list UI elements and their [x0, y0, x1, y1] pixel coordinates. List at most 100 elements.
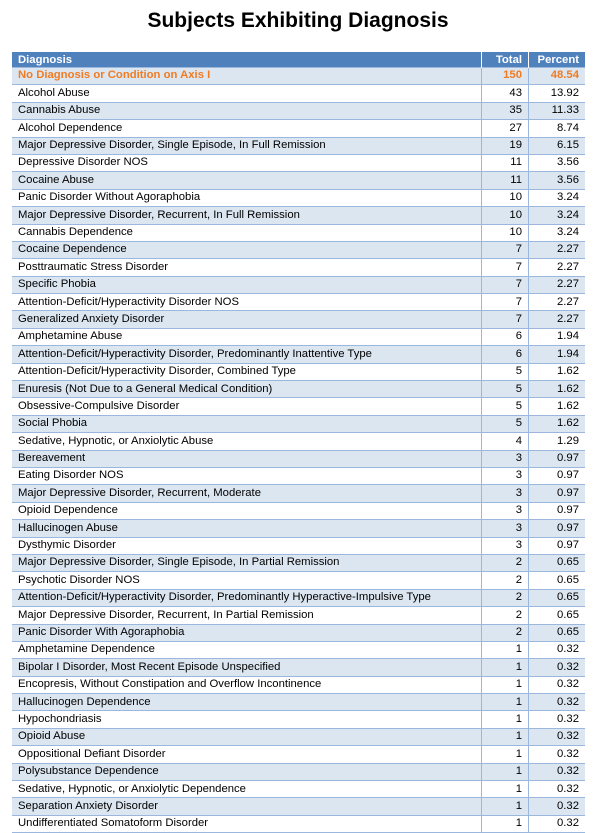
cell-percent: 2.27	[528, 293, 585, 311]
cell-total: 7	[481, 310, 529, 329]
page-title: Subjects Exhibiting Diagnosis	[147, 9, 449, 32]
cell-percent: 0.97	[528, 466, 585, 485]
table-row: Undifferentiated Somatoform Disorder 1 0.3…	[12, 814, 585, 833]
cell-percent: 0.65	[528, 553, 585, 572]
cell-diagnosis: Specific Phobia	[12, 275, 482, 294]
cell-diagnosis: Cannabis Abuse	[12, 101, 482, 120]
cell-total: 43	[481, 84, 529, 103]
table-row: Cocaine Abuse 11 3.56	[12, 171, 585, 190]
cell-diagnosis: Polysubstance Dependence	[12, 762, 482, 781]
cell-diagnosis: Major Depressive Disorder, Recurrent, Mo…	[12, 484, 482, 503]
table-body: No Diagnosis or Condition on Axis I 150 48…	[12, 66, 585, 833]
table-row: Attention-Deficit/Hyperactivity Disorder…	[12, 362, 585, 381]
cell-diagnosis: Opioid Dependence	[12, 501, 482, 520]
cell-percent: 0.32	[528, 675, 585, 694]
cell-total: 5	[481, 414, 529, 433]
cell-percent: 0.97	[528, 536, 585, 555]
cell-total: 10	[481, 206, 529, 225]
cell-diagnosis: Sedative, Hypnotic, or Anxiolytic Abuse	[12, 432, 482, 451]
cell-percent: 13.92	[528, 84, 585, 103]
cell-diagnosis: Sedative, Hypnotic, or Anxiolytic Depend…	[12, 780, 482, 798]
table-row: Amphetamine Dependence 1 0.32	[12, 640, 585, 659]
column-header-total: Total	[481, 52, 529, 68]
table-row: Opioid Dependence 3 0.97	[12, 501, 585, 520]
table-row: Dysthymic Disorder 3 0.97	[12, 536, 585, 555]
cell-percent: 0.65	[528, 588, 585, 607]
table-row: Psychotic Disorder NOS 2 0.65	[12, 571, 585, 590]
cell-percent: 2.27	[528, 258, 585, 277]
cell-total: 6	[481, 327, 529, 346]
table-row: Sedative, Hypnotic, or Anxiolytic Abuse 4…	[12, 432, 585, 451]
table-row: Sedative, Hypnotic, or Anxiolytic Depend…	[12, 780, 585, 798]
cell-percent: 48.54	[528, 66, 585, 85]
cell-diagnosis: Separation Anxiety Disorder	[12, 797, 482, 816]
cell-total: 2	[481, 588, 529, 607]
cell-total: 150	[481, 66, 529, 85]
cell-diagnosis: Attention-Deficit/Hyperactivity Disorder…	[12, 345, 482, 364]
cell-percent: 2.27	[528, 310, 585, 329]
cell-percent: 3.24	[528, 188, 585, 207]
table-row: Oppositional Defiant Disorder 1 0.32	[12, 745, 585, 764]
cell-total: 1	[481, 640, 529, 659]
cell-total: 1	[481, 675, 529, 694]
table-row: Encopresis, Without Constipation and Ove…	[12, 675, 585, 694]
table-row: Generalized Anxiety Disorder 7 2.27	[12, 310, 585, 329]
table-header: Diagnosis Total Percent	[12, 52, 585, 68]
table-row: Major Depressive Disorder, Single Episod…	[12, 136, 585, 155]
cell-percent: 0.97	[528, 519, 585, 538]
cell-diagnosis: Alcohol Abuse	[12, 84, 482, 103]
cell-total: 7	[481, 240, 529, 259]
cell-diagnosis: Oppositional Defiant Disorder	[12, 745, 482, 764]
cell-total: 1	[481, 693, 529, 711]
cell-percent: 1.62	[528, 362, 585, 381]
cell-percent: 0.32	[528, 745, 585, 764]
table-row: No Diagnosis or Condition on Axis I 150 48…	[12, 66, 585, 85]
cell-total: 5	[481, 397, 529, 416]
cell-percent: 1.62	[528, 414, 585, 433]
cell-diagnosis: Hallucinogen Dependence	[12, 693, 482, 711]
cell-total: 7	[481, 275, 529, 294]
table-row: Hypochondriasis 1 0.32	[12, 710, 585, 729]
cell-total: 1	[481, 762, 529, 781]
cell-diagnosis: Amphetamine Abuse	[12, 327, 482, 346]
cell-diagnosis: Cocaine Abuse	[12, 171, 482, 190]
cell-total: 1	[481, 727, 529, 746]
header-row: Diagnosis Total Percent	[12, 52, 585, 68]
table-row: Cocaine Dependence 7 2.27	[12, 240, 585, 259]
cell-diagnosis: Major Depressive Disorder, Single Episod…	[12, 136, 482, 155]
table-row: Polysubstance Dependence 1 0.32	[12, 762, 585, 781]
cell-diagnosis: Undifferentiated Somatoform Disorder	[12, 814, 482, 833]
cell-percent: 11.33	[528, 101, 585, 120]
cell-diagnosis: Posttraumatic Stress Disorder	[12, 258, 482, 277]
cell-total: 3	[481, 449, 529, 468]
table-row: Alcohol Dependence 27 8.74	[12, 119, 585, 138]
cell-percent: 0.97	[528, 484, 585, 503]
cell-total: 3	[481, 536, 529, 555]
cell-diagnosis: Bipolar I Disorder, Most Recent Episode …	[12, 658, 482, 677]
cell-diagnosis: Attention-Deficit/Hyperactivity Disorder…	[12, 588, 482, 607]
table-row: Panic Disorder Without Agoraphobia 10 3.24	[12, 188, 585, 207]
cell-total: 1	[481, 797, 529, 816]
cell-percent: 3.24	[528, 206, 585, 225]
cell-total: 3	[481, 466, 529, 485]
table-row: Attention-Deficit/Hyperactivity Disorder…	[12, 345, 585, 364]
table-row: Depressive Disorder NOS 11 3.56	[12, 153, 585, 172]
cell-percent: 0.97	[528, 501, 585, 520]
cell-percent: 3.56	[528, 153, 585, 172]
cell-diagnosis: Major Depressive Disorder, Recurrent, In…	[12, 606, 482, 624]
cell-percent: 0.65	[528, 623, 585, 642]
column-header-diagnosis: Diagnosis	[12, 52, 482, 68]
cell-diagnosis: Generalized Anxiety Disorder	[12, 310, 482, 329]
cell-percent: 0.32	[528, 797, 585, 816]
table-row: Bereavement 3 0.97	[12, 449, 585, 468]
cell-total: 7	[481, 293, 529, 311]
cell-diagnosis: Opioid Abuse	[12, 727, 482, 746]
cell-total: 11	[481, 171, 529, 190]
cell-percent: 0.97	[528, 449, 585, 468]
cell-total: 3	[481, 519, 529, 538]
table-row: Alcohol Abuse 43 13.92	[12, 84, 585, 103]
table-row: Specific Phobia 7 2.27	[12, 275, 585, 294]
cell-percent: 1.29	[528, 432, 585, 451]
cell-percent: 0.32	[528, 762, 585, 781]
table-row: Opioid Abuse 1 0.32	[12, 727, 585, 746]
